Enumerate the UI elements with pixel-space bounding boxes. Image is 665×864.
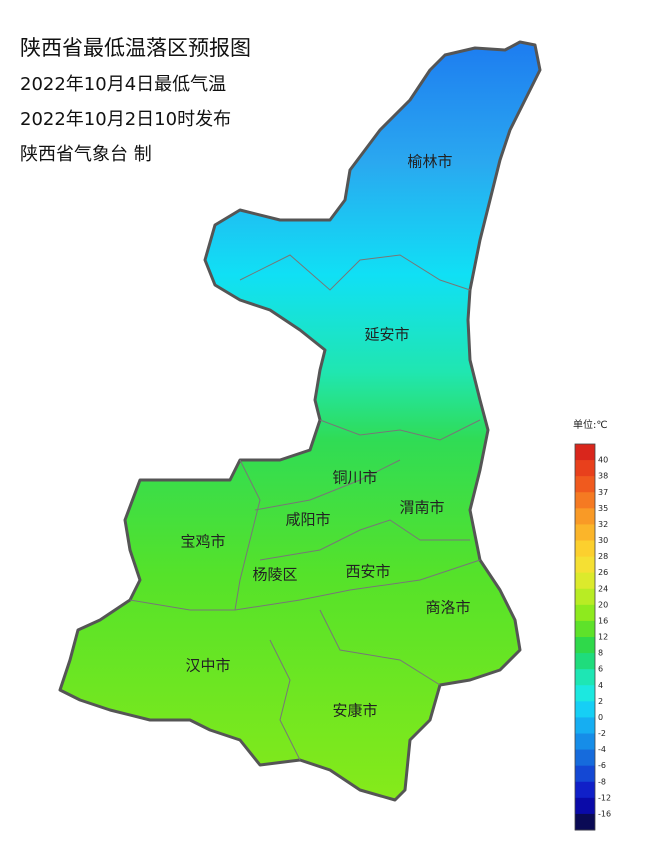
legend-swatch xyxy=(575,476,595,493)
legend-label: -2 xyxy=(598,729,606,738)
legend-swatch xyxy=(575,813,595,831)
legend-label: -6 xyxy=(598,761,606,770)
legend-swatch xyxy=(575,556,595,574)
legend-label: 16 xyxy=(598,616,608,625)
legend-label: 38 xyxy=(598,472,608,481)
legend-label: -12 xyxy=(598,793,611,802)
legend-swatch xyxy=(575,669,595,686)
city-label: 杨陵区 xyxy=(252,566,297,584)
city-label: 铜川市 xyxy=(332,469,377,487)
legend-swatch xyxy=(575,653,595,670)
legend-label: -4 xyxy=(598,745,606,754)
legend-label: 28 xyxy=(598,552,608,561)
city-label: 榆林市 xyxy=(407,153,452,171)
legend-label: 20 xyxy=(598,600,608,609)
city-label: 延安市 xyxy=(364,326,409,344)
province xyxy=(58,40,542,802)
legend-swatch xyxy=(575,701,595,718)
subtitle: 2022年10月4日最低气温 xyxy=(20,74,226,95)
legend-swatch xyxy=(575,492,595,509)
legend-label: 35 xyxy=(598,504,608,513)
city-label: 安康市 xyxy=(332,702,377,720)
city-label: 宝鸡市 xyxy=(180,533,225,551)
legend-label: -8 xyxy=(598,777,606,786)
city-label: 汉中市 xyxy=(185,657,230,675)
legend-swatch xyxy=(575,540,595,558)
city-label: 咸阳市 xyxy=(285,511,330,529)
legend-unit: 单位:℃ xyxy=(573,418,608,431)
legend-label: 26 xyxy=(598,568,608,577)
legend-swatch xyxy=(575,733,595,751)
legend-label: 24 xyxy=(598,584,608,593)
legend-label: 12 xyxy=(598,633,608,642)
city-label: 渭南市 xyxy=(399,499,444,517)
city-label: 西安市 xyxy=(345,563,390,581)
producer: 陕西省气象台 制 xyxy=(20,144,152,165)
legend-swatch xyxy=(575,572,595,590)
legend-swatch xyxy=(575,717,595,734)
legend-label: 8 xyxy=(598,649,603,658)
legend-label: -16 xyxy=(598,809,611,818)
legend-label: 40 xyxy=(598,456,608,465)
legend-label: 6 xyxy=(598,665,603,674)
legend-label: 37 xyxy=(598,488,608,497)
legend-swatch xyxy=(575,604,595,622)
legend-swatch xyxy=(575,685,595,702)
legend-swatch xyxy=(575,444,595,461)
legend-label: 0 xyxy=(598,713,603,722)
legend-label: 4 xyxy=(598,681,603,690)
legend-label: 2 xyxy=(598,697,603,706)
legend-label: 30 xyxy=(598,536,608,545)
title: 陕西省最低温落区预报图 xyxy=(20,36,251,60)
legend-swatch xyxy=(575,588,595,606)
city-label: 商洛市 xyxy=(425,599,470,617)
legend-swatch xyxy=(575,797,595,815)
boundaries xyxy=(129,254,481,761)
legend-swatch xyxy=(575,637,595,654)
legend-swatch xyxy=(575,781,595,799)
issued: 2022年10月2日10时发布 xyxy=(20,109,231,130)
legend-swatch xyxy=(575,765,595,783)
legend-label: 32 xyxy=(598,520,608,529)
legend-swatch xyxy=(575,508,595,525)
legend-swatch xyxy=(575,460,595,477)
legend-frame xyxy=(574,443,596,831)
legend-swatch xyxy=(575,749,595,767)
legend-swatch xyxy=(575,620,595,638)
legend-swatch xyxy=(575,524,595,541)
